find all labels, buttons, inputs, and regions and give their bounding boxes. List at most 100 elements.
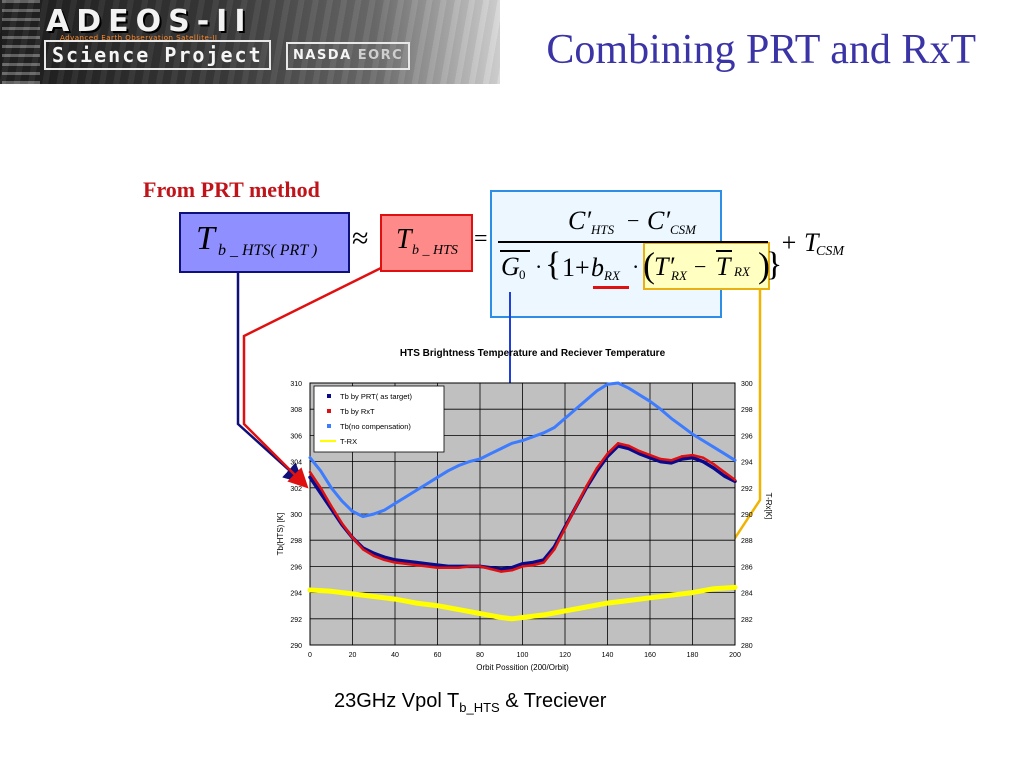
data-point [659,457,662,461]
equals-sign: = [474,226,488,252]
x-tick-label: 160 [644,652,656,659]
data-point [712,445,715,449]
legend-label: Tb by RxT [340,407,375,416]
data-point [361,515,365,518]
data-point [500,447,503,450]
data-point [606,601,609,605]
legend-swatch [327,394,331,398]
y-tick-label: 302 [290,486,302,493]
data-point [723,452,726,455]
data-point [531,561,535,564]
logo-project-text: Science Project [44,40,271,70]
denominator-dot: · [535,254,543,279]
caption-tail: & Treciever [499,690,607,712]
data-point [446,469,450,472]
legend-swatch [327,409,331,413]
y2-tick-label: 288 [741,538,753,545]
data-point [531,563,535,567]
data-point [669,593,673,597]
logo-main-text: ADEOS-II [46,4,253,39]
caption-main: 23GHz Vpol T [334,690,460,712]
data-point [499,615,503,619]
data-point [691,591,694,595]
data-point [553,548,556,551]
data-point [308,476,312,479]
y-tick-label: 300 [290,512,302,519]
data-point [584,605,588,609]
data-point [351,592,354,596]
fraction-bar [498,241,768,243]
data-point [425,482,429,486]
legend-label: Tb(no compensation) [340,422,411,431]
data-point [723,474,726,478]
data-point [372,512,375,516]
x-tick-label: 80 [476,652,484,659]
hts-highlight-box [380,214,473,272]
data-point [627,598,631,602]
x-tick-label: 200 [729,652,741,659]
data-point [351,510,354,513]
data-point [701,439,705,442]
rhs-symbol: T [396,224,412,255]
y-tick-label: 310 [290,381,302,388]
legend-swatch [327,424,331,428]
data-point [553,426,556,429]
approx-sign: ≈ [352,222,369,255]
x-tick-label: 100 [517,652,529,659]
data-point [680,457,684,461]
data-point [457,608,461,612]
data-point [383,508,386,512]
data-point [393,558,397,562]
data-point [457,464,460,467]
data-point [648,596,652,600]
data-point [383,558,386,562]
data-point [425,565,429,568]
numerator-sub1: HTS [591,222,615,237]
data-point [542,431,545,434]
denominator-paren-close: ) [758,245,770,285]
denominator-t2: T [716,252,731,281]
y2-tick-label: 284 [741,591,753,598]
data-point [415,563,418,567]
data-point [606,383,609,386]
data-point [478,612,482,616]
tail-term: + T [780,228,819,257]
series-line [307,584,738,622]
b-rx-underline [593,286,629,289]
data-point [521,562,524,565]
data-point [680,425,684,428]
data-point [361,548,365,551]
data-point [351,536,354,539]
data-point [372,554,375,558]
data-point [521,565,524,568]
banner-stripe-decoration [2,0,40,84]
data-point [733,478,737,482]
data-point [595,466,599,470]
data-point [627,387,630,390]
data-point [627,447,630,450]
y2-axis-label: T-Rx[K] [764,493,773,520]
banner-texture [0,0,500,84]
legend-label: Tb by PRT( as target) [340,392,412,401]
y-axis-label: Tb(HTS) [K] [276,513,285,556]
data-point [659,408,662,411]
data-point [404,559,407,563]
data-point [521,439,524,442]
data-point [436,566,439,569]
y-tick-label: 294 [290,591,302,598]
project-logo-banner: ADEOS-II Advanced Earth Observation Sate… [0,0,500,84]
data-point [510,442,514,445]
data-point [670,417,673,420]
data-point [457,566,460,569]
logo-org1: NASDA [293,48,352,63]
x-tick-label: 60 [434,652,442,659]
data-point [574,408,577,411]
lhs-symbol: T [196,220,215,257]
x-tick-label: 140 [602,652,614,659]
data-point [648,456,652,459]
data-point [510,569,514,572]
data-point [733,585,737,589]
data-point [393,597,397,601]
denominator-paren-open: ( [643,245,655,285]
y2-tick-label: 296 [741,433,753,440]
